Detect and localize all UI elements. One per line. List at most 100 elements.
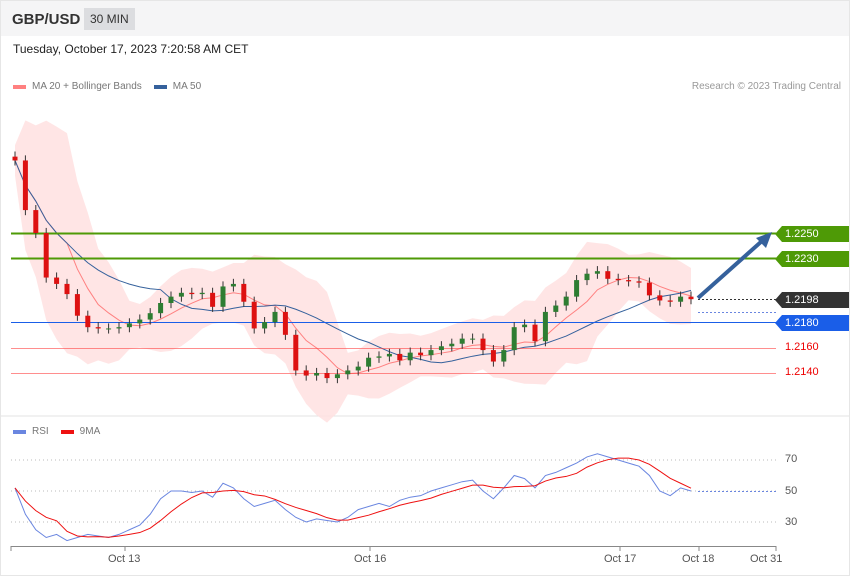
candle: [158, 302, 164, 314]
price-label-current: 1.2198: [775, 291, 849, 308]
candle: [137, 319, 143, 324]
candle: [12, 156, 18, 161]
candle: [43, 233, 49, 278]
timeframe-button[interactable]: 30 MIN: [84, 8, 135, 30]
candle: [22, 160, 28, 211]
credit: Research © 2023 Trading Central: [691, 81, 841, 92]
candle: [345, 370, 351, 375]
bollinger-band: [15, 120, 691, 423]
candle: [230, 283, 236, 287]
candle: [251, 301, 257, 329]
ma50-label: MA 50: [172, 81, 202, 92]
candle: [418, 352, 424, 356]
candle: [438, 346, 444, 351]
candle: [95, 327, 101, 329]
candle: [386, 353, 392, 357]
x-tick: Oct 18: [682, 553, 715, 565]
candle: [64, 283, 70, 295]
candle: [511, 327, 517, 351]
rsi-label: RSI: [32, 426, 49, 437]
candle: [470, 338, 476, 340]
price-label-support: 1.2160: [785, 340, 819, 353]
candle: [366, 357, 372, 367]
candle: [615, 278, 621, 281]
candle: [646, 282, 652, 296]
candle: [376, 356, 382, 358]
candle: [667, 300, 673, 302]
candle: [282, 311, 288, 335]
price-label-resistance: 1.2250: [775, 225, 849, 242]
candle: [126, 323, 132, 328]
x-tick: Oct 13: [108, 553, 141, 565]
rsi-line: [14, 453, 692, 542]
candle: [262, 322, 268, 329]
candle: [657, 295, 663, 301]
price-legend: MA 20 + Bollinger Bands MA 50: [13, 81, 201, 92]
symbol-title: GBP/USD: [12, 11, 81, 28]
candle: [594, 271, 600, 274]
rsi-tick: 50: [785, 485, 798, 497]
candle: [199, 292, 205, 295]
candle: [147, 313, 153, 320]
price-label-pivot: 1.2180: [775, 314, 849, 331]
candle: [189, 292, 195, 295]
candle: [428, 350, 434, 356]
ma50-line: [14, 160, 692, 364]
candle: [355, 366, 361, 371]
ma9-label: 9MA: [79, 426, 101, 437]
candle: [210, 292, 216, 307]
candle: [553, 305, 559, 312]
rsi-tick: 70: [785, 453, 798, 465]
candle: [241, 283, 247, 302]
candle: [574, 280, 580, 297]
candle: [636, 281, 642, 283]
rsi-ma9-line: [14, 457, 692, 538]
candle: [324, 372, 330, 379]
x-tick: Oct 17: [604, 553, 637, 565]
candle: [626, 280, 632, 282]
candle: [605, 271, 611, 279]
candle: [449, 343, 455, 347]
candle: [480, 338, 486, 351]
rsi-swatch: [13, 429, 26, 434]
rsi-legend: RSI 9MA: [13, 426, 100, 437]
ma9-swatch: [60, 429, 74, 434]
candle: [459, 338, 465, 344]
candle: [314, 372, 320, 376]
rsi-tick: 30: [785, 516, 798, 528]
candle: [532, 324, 538, 342]
candle: [584, 273, 590, 281]
candle: [542, 311, 548, 342]
forecast-arrow: [696, 239, 764, 300]
candle: [168, 296, 174, 303]
candle: [303, 370, 309, 376]
candle: [106, 328, 112, 330]
candle: [688, 296, 694, 300]
ma50-swatch: [153, 84, 167, 89]
x-tick: Oct 31: [750, 553, 783, 565]
candle: [74, 294, 80, 316]
candle: [178, 292, 184, 297]
forecast-arrow-head: [756, 232, 772, 248]
candle: [293, 334, 299, 371]
candle: [563, 296, 569, 306]
candle: [272, 311, 278, 323]
candle: [522, 324, 528, 328]
candle: [334, 374, 340, 379]
candle: [33, 210, 39, 233]
candle: [220, 286, 226, 307]
candle: [490, 350, 496, 362]
ma20-label: MA 20 + Bollinger Bands: [32, 81, 142, 92]
price-label-resistance: 1.2230: [775, 250, 849, 267]
candle: [678, 296, 684, 302]
header: GBP/USD 30 MIN: [1, 1, 849, 36]
candle: [85, 315, 91, 328]
candle: [407, 352, 413, 361]
x-tick: Oct 16: [354, 553, 387, 565]
candle: [54, 277, 60, 284]
candle: [501, 350, 507, 362]
candle: [397, 353, 403, 361]
price-label-support: 1.2140: [785, 365, 819, 378]
timestamp: Tuesday, October 17, 2023 7:20:58 AM CET: [13, 42, 249, 56]
